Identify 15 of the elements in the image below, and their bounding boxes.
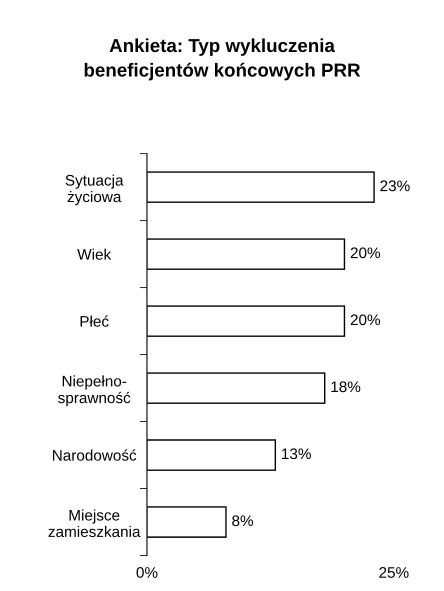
- data-label: 20%: [350, 314, 380, 326]
- data-label: 13%: [282, 448, 311, 460]
- x-tick-label: 0%: [136, 567, 158, 578]
- x-tick-label: 25%: [379, 567, 409, 578]
- y-tick-label: Miejsce zamieszkania: [48, 509, 140, 538]
- y-tick-label: Płeć: [80, 315, 109, 327]
- data-label: 8%: [232, 515, 254, 526]
- data-label: 18%: [331, 381, 360, 392]
- y-tick-label: Niepełno- sprawność: [58, 375, 130, 406]
- data-label: 20%: [350, 247, 380, 258]
- y-tick-label: Wiek: [77, 248, 112, 260]
- data-label: 23%: [380, 180, 410, 192]
- y-tick-label: Sytuacja życiowa: [66, 174, 124, 206]
- y-tick-label: Narodowość: [52, 449, 136, 461]
- chart-title: Ankieta: Typ wykluczenia beneficjentów końcowych PRR: [84, 38, 360, 80]
